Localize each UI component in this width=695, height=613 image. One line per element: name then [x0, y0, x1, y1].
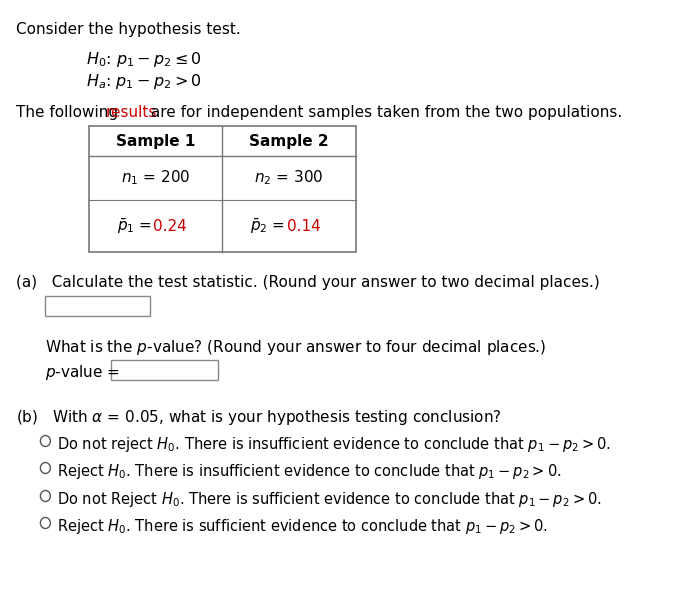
Text: (a)   Calculate the test statistic. (Round your answer to two decimal places.): (a) Calculate the test statistic. (Round… — [17, 275, 600, 290]
Text: 0.14: 0.14 — [287, 218, 320, 234]
Text: Sample 1: Sample 1 — [115, 134, 195, 148]
Text: Reject $H_0$. There is sufficient evidence to conclude that $p_1 - p_2 > 0$.: Reject $H_0$. There is sufficient eviden… — [57, 517, 548, 536]
Bar — [111, 360, 218, 380]
Bar — [89, 126, 356, 252]
Text: $H_0$: $p_1 - p_2 \leq 0$: $H_0$: $p_1 - p_2 \leq 0$ — [86, 50, 202, 69]
Text: Consider the hypothesis test.: Consider the hypothesis test. — [17, 22, 241, 37]
Text: Reject $H_0$. There is insufficient evidence to conclude that $p_1 - p_2 > 0$.: Reject $H_0$. There is insufficient evid… — [57, 462, 562, 481]
Text: 0.24: 0.24 — [154, 218, 187, 234]
Text: Do not Reject $H_0$. There is sufficient evidence to conclude that $p_1 - p_2 > : Do not Reject $H_0$. There is sufficient… — [57, 490, 602, 509]
Text: (b)   With $\alpha$ = 0.05, what is your hypothesis testing conclusion?: (b) With $\alpha$ = 0.05, what is your h… — [17, 408, 502, 427]
Text: $H_a$: $p_1 - p_2 > 0$: $H_a$: $p_1 - p_2 > 0$ — [86, 72, 202, 91]
Text: $\bar{p}_2$ =: $\bar{p}_2$ = — [250, 216, 287, 235]
Text: The following: The following — [17, 105, 123, 120]
Bar — [45, 296, 150, 316]
Text: $\bar{p}_1$ =: $\bar{p}_1$ = — [117, 216, 154, 235]
Text: Do not reject $H_0$. There is insufficient evidence to conclude that $p_1 - p_2 : Do not reject $H_0$. There is insufficie… — [57, 435, 611, 454]
Text: results: results — [106, 105, 156, 120]
Text: $p$-value =: $p$-value = — [45, 363, 122, 382]
Text: $n_2$ = 300: $n_2$ = 300 — [254, 169, 323, 188]
Text: $n_1$ = 200: $n_1$ = 200 — [120, 169, 190, 188]
Text: What is the $p$-value? (Round your answer to four decimal places.): What is the $p$-value? (Round your answe… — [45, 338, 547, 357]
Text: are for independent samples taken from the two populations.: are for independent samples taken from t… — [146, 105, 623, 120]
Text: Sample 2: Sample 2 — [249, 134, 329, 148]
